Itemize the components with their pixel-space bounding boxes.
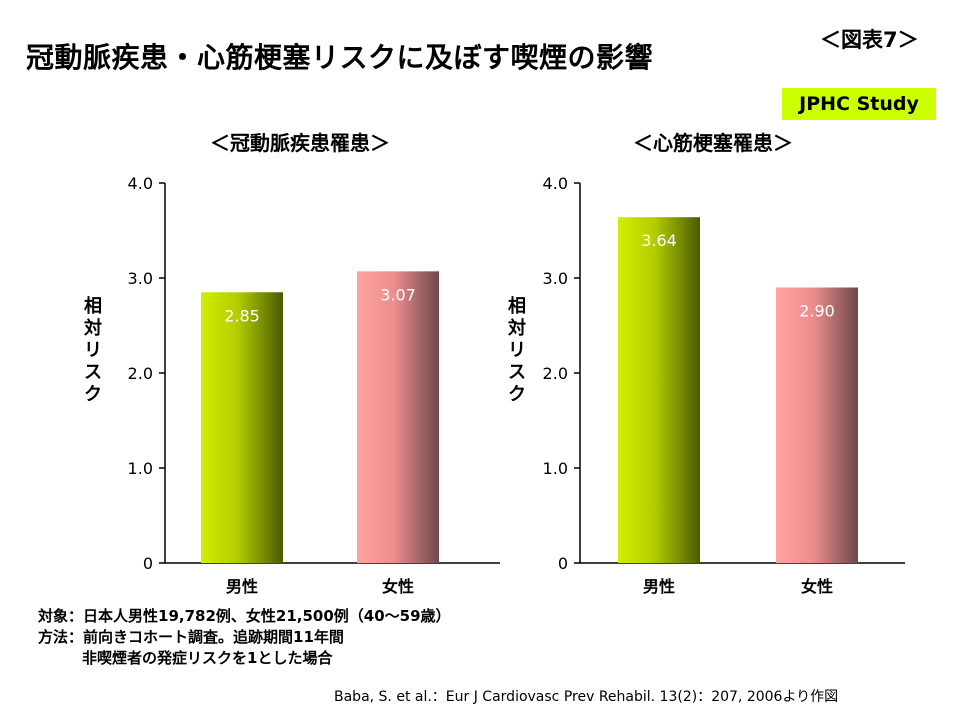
category-label: 男性 [226, 577, 258, 596]
chart-myocardial-infarction: ＜心筋梗塞罹患＞ 0 1.0 2.0 3.0 4.0 相対リスク 3.64 男性 2.90 女性 [507, 131, 905, 596]
y-tick-label: 1.0 [128, 459, 153, 478]
y-tick-label: 4.0 [543, 174, 568, 193]
bar-value-label: 2.85 [224, 306, 260, 325]
bar-female [357, 271, 439, 563]
page-title: 冠動脈疾患・心筋梗塞リスクに及ぼす喫煙の影響 [26, 41, 654, 74]
bar-value-label: 3.07 [380, 285, 416, 304]
y-tick-label: 4.0 [128, 174, 153, 193]
y-tick-label: 1.0 [543, 459, 568, 478]
citation: Baba, S. et al.：Eur J Cardiovasc Prev Re… [334, 689, 839, 705]
figure-label: ＜図表7＞ [820, 28, 919, 52]
bar-male [201, 292, 283, 563]
bar-value-label: 2.90 [799, 302, 835, 321]
chart-coronary-heart-disease: ＜冠動脈疾患罹患＞ 0 1.0 2.0 3.0 4.0 相対リスク 2.85 男性 3.07 女性 [83, 131, 500, 596]
bar-value-label: 3.64 [641, 231, 677, 250]
note-method: 方法：前向きコホート調査。追跡期間11年間 [38, 628, 344, 646]
category-label: 女性 [382, 577, 414, 596]
y-tick-label: 0 [558, 554, 568, 573]
y-axis-label: 相対リスク [507, 296, 526, 405]
y-tick-label: 3.0 [543, 269, 568, 288]
note-target: 対象：日本人男性19,782例、女性21,500例（40～59歳） [38, 607, 451, 625]
study-badge: JPHC Study [782, 88, 936, 120]
bar-male [618, 217, 700, 563]
chart-title: ＜冠動脈疾患罹患＞ [210, 131, 390, 155]
y-tick-label: 3.0 [128, 269, 153, 288]
y-tick-label: 2.0 [543, 364, 568, 383]
category-label: 男性 [643, 577, 675, 596]
notes: 対象：日本人男性19,782例、女性21,500例（40～59歳） 方法：前向き… [38, 606, 451, 669]
y-axis-label: 相対リスク [83, 296, 102, 405]
y-tick-label: 0 [143, 554, 153, 573]
y-tick-label: 2.0 [128, 364, 153, 383]
chart-title: ＜心筋梗塞罹患＞ [633, 131, 793, 155]
bar-female [776, 287, 858, 563]
category-label: 女性 [801, 577, 833, 596]
note-method-detail: 非喫煙者の発症リスクを1とした場合 [82, 649, 333, 667]
